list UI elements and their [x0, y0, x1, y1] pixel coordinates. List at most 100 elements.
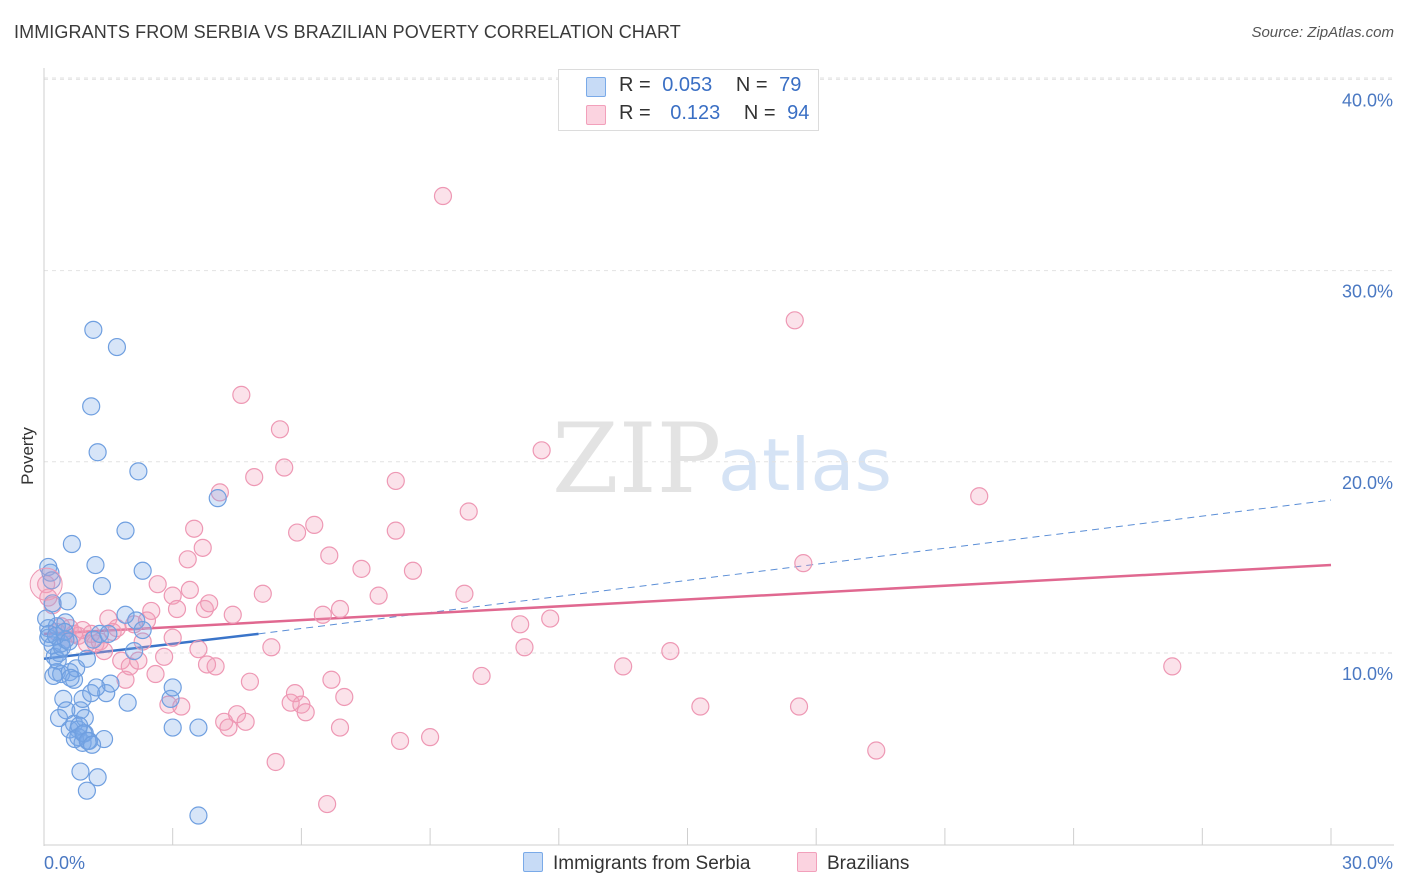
point-brazilians [794, 554, 813, 573]
point-serbia [77, 649, 97, 668]
point-brazilians [532, 441, 551, 460]
point-serbia [86, 555, 105, 575]
point-serbia [92, 576, 112, 596]
point-brazilians [180, 580, 199, 600]
point-brazilians [691, 697, 710, 716]
point-brazilians [785, 311, 804, 330]
point-serbia [58, 592, 77, 611]
point-serbia [71, 762, 90, 781]
bottom-legend-label-serbia: Immigrants from Serbia [553, 853, 751, 874]
point-serbia [97, 684, 116, 703]
point-brazilians [433, 186, 453, 206]
point-brazilians [236, 712, 255, 731]
point-brazilians [386, 521, 405, 540]
point-brazilians [970, 487, 989, 506]
point-brazilians [472, 666, 491, 686]
point-serbia [77, 781, 97, 800]
bottom-legend-swatch-brazilians [797, 852, 817, 872]
point-brazilians [189, 640, 208, 659]
point-brazilians [789, 697, 809, 716]
point-brazilians [511, 615, 530, 634]
grid-lines [44, 77, 1394, 654]
point-serbia [62, 534, 81, 554]
legend-r-label: R = [619, 102, 651, 124]
point-serbia [101, 674, 120, 693]
source-label: Source: ZipAtlas.com [1251, 24, 1394, 41]
point-brazilians [167, 599, 187, 619]
point-brazilians [369, 586, 388, 605]
point-brazilians [515, 638, 534, 657]
y-axis-label: Poverty [18, 427, 37, 485]
point-serbia [84, 320, 103, 339]
point-serbia [99, 624, 118, 643]
point-serbia [44, 666, 63, 686]
legend-swatch-serbia [586, 77, 606, 97]
point-brazilians [163, 628, 182, 647]
point-brazilians [403, 561, 423, 580]
point-serbia [43, 594, 62, 613]
point-brazilians [318, 794, 337, 814]
bottom-legend-serbia: Immigrants from Serbia [523, 852, 750, 875]
point-serbia [82, 684, 101, 703]
point-brazilians [266, 752, 285, 772]
point-serbia [127, 611, 146, 630]
point-serbia [161, 689, 180, 708]
point-serbia [87, 678, 106, 697]
legend-n-value: 79 [779, 74, 802, 96]
point-brazilians [219, 718, 238, 737]
point-brazilians [320, 546, 339, 565]
point-serbia [88, 768, 107, 787]
bottom-legend-brazilians: Brazilians [797, 852, 909, 875]
point-serbia [40, 624, 59, 643]
point-brazilians [313, 605, 332, 624]
point-serbia [82, 735, 102, 754]
point-serbia [107, 337, 127, 357]
trend-lines [43, 499, 1332, 660]
point-serbia [118, 693, 137, 712]
point-brazilians [386, 471, 405, 491]
legend-row-serbia: R = 0.053 N = 79 [586, 74, 802, 97]
point-brazilians [148, 575, 167, 594]
point-serbia [189, 718, 208, 737]
point-brazilians [206, 657, 225, 676]
y-tick-label: 40.0% [1342, 90, 1393, 110]
point-brazilians [614, 657, 633, 676]
point-brazilians [330, 599, 350, 619]
point-brazilians [163, 586, 182, 605]
point-brazilians [661, 641, 680, 661]
legend-swatch-brazilians [586, 105, 606, 125]
point-serbia [163, 678, 182, 697]
point-brazilians [1163, 657, 1182, 676]
point-serbia [116, 605, 135, 624]
point-brazilians-large [29, 567, 63, 601]
y-tick-label: 20.0% [1342, 473, 1393, 493]
point-brazilians [155, 647, 174, 666]
point-serbia [163, 718, 182, 737]
point-brazilians [193, 538, 212, 557]
point-brazilians [232, 385, 251, 404]
point-brazilians [94, 641, 114, 661]
x-tick-label: 0.0% [44, 853, 85, 873]
legend-r-value: 0.053 [662, 74, 713, 96]
point-brazilians [352, 559, 371, 578]
data-points [29, 186, 1182, 825]
point-brazilians [867, 741, 886, 760]
y-tick-label: 30.0% [1342, 282, 1393, 302]
tick-labels: 10.0% 20.0% 30.0% 40.0% 0.0% 30.0% [44, 90, 1393, 873]
point-brazilians [116, 670, 135, 689]
y-tick-label: 10.0% [1342, 664, 1393, 684]
point-brazilians [305, 515, 324, 534]
point-serbia [116, 521, 135, 540]
point-brazilians [146, 664, 165, 684]
point-serbia [48, 651, 67, 670]
point-brazilians [296, 703, 315, 722]
bottom-legend-swatch-serbia [523, 852, 543, 872]
point-serbia [124, 641, 144, 661]
point-serbia [37, 609, 56, 628]
point-brazilians [253, 584, 272, 603]
point-serbia [61, 668, 80, 687]
point-brazilians [262, 638, 281, 657]
point-brazilians [129, 651, 148, 670]
point-brazilians [245, 467, 264, 487]
